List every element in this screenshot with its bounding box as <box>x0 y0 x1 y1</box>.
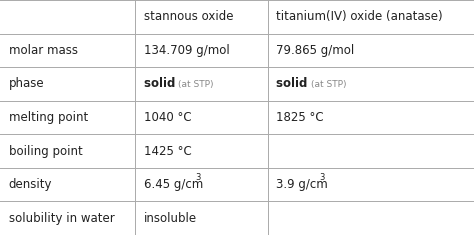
Text: 79.865 g/mol: 79.865 g/mol <box>276 44 355 57</box>
Text: insoluble: insoluble <box>144 212 197 225</box>
Text: (at STP): (at STP) <box>178 80 214 89</box>
Text: titanium(IV) oxide (anatase): titanium(IV) oxide (anatase) <box>276 10 443 23</box>
Text: melting point: melting point <box>9 111 88 124</box>
Text: molar mass: molar mass <box>9 44 78 57</box>
Text: 1040 °C: 1040 °C <box>144 111 191 124</box>
Text: solid: solid <box>144 77 179 90</box>
Text: 3: 3 <box>319 173 324 182</box>
Text: phase: phase <box>9 77 44 90</box>
Text: solid: solid <box>276 77 312 90</box>
Text: boiling point: boiling point <box>9 145 82 158</box>
Text: 3: 3 <box>195 173 200 182</box>
Text: solubility in water: solubility in water <box>9 212 114 225</box>
Text: 3.9 g/cm: 3.9 g/cm <box>276 178 328 191</box>
Text: 1425 °C: 1425 °C <box>144 145 191 158</box>
Text: stannous oxide: stannous oxide <box>144 10 233 23</box>
Text: density: density <box>9 178 52 191</box>
Text: (at STP): (at STP) <box>311 80 346 89</box>
Text: 6.45 g/cm: 6.45 g/cm <box>144 178 203 191</box>
Text: 1825 °C: 1825 °C <box>276 111 324 124</box>
Text: 134.709 g/mol: 134.709 g/mol <box>144 44 229 57</box>
